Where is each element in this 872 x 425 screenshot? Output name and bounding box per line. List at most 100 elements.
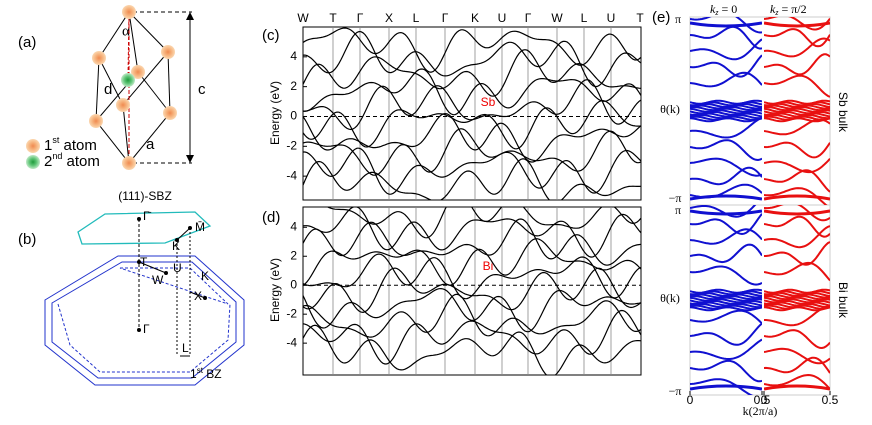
k-label: X (385, 11, 393, 25)
k-label: L (581, 11, 588, 25)
wilson-band (764, 118, 830, 136)
wilson-band (764, 53, 830, 76)
wilson-band (764, 74, 830, 98)
wilson-band (690, 157, 762, 177)
bands (303, 207, 641, 375)
wilson-band (690, 322, 762, 346)
x-tick-label: 0 (761, 393, 768, 407)
wilson-band (764, 194, 830, 201)
wilson-band (764, 373, 830, 390)
material-label: Bi bulk (836, 282, 850, 319)
point-label: Γ (143, 322, 150, 336)
x-tick-label: 0.5 (822, 393, 839, 407)
point-label: U (173, 261, 182, 275)
panel-b: (b) (111)-SBZ Γ̄ K̄ M̄ T U W K (18, 189, 245, 386)
panel-label: (c) (262, 27, 280, 44)
band (303, 309, 641, 365)
y-tick-label: 0 (290, 277, 297, 291)
point-label: M̄ (195, 220, 205, 234)
point-label: W (152, 273, 164, 287)
k-label: Γ (357, 11, 364, 25)
wilson-band (690, 243, 762, 264)
material-label: Bi (483, 259, 494, 273)
sbz-title: (111)-SBZ (118, 189, 172, 203)
band (326, 207, 641, 239)
column-title: kz = 0 (710, 2, 737, 17)
bulk-bz (44, 255, 245, 386)
point-label: K (201, 269, 209, 283)
wilson-band (764, 117, 830, 123)
k-label: W (297, 11, 309, 25)
wilson-band (764, 356, 830, 374)
material-label: Sb bulk (836, 92, 850, 133)
wilson-band (764, 205, 830, 222)
panel-label: (d) (262, 209, 280, 226)
column-title: kz = π/2 (770, 2, 807, 17)
k-label: U (607, 11, 616, 25)
wilson-band (690, 71, 762, 88)
panel-label: (b) (18, 231, 36, 248)
material-label: Sb (481, 95, 496, 109)
a-label: a (146, 136, 155, 153)
x-tick-label: 0 (687, 393, 694, 407)
point-label: T (140, 255, 148, 269)
band (303, 27, 641, 73)
wilson-band (764, 329, 830, 350)
wilson-band (764, 347, 830, 365)
wilson-band (690, 21, 762, 28)
wilson-band (690, 213, 762, 236)
c-label: c (198, 81, 206, 98)
band (303, 207, 641, 258)
wilson-band (764, 384, 830, 391)
band (303, 99, 641, 150)
y-label: −π (669, 384, 682, 398)
wilson-band (764, 158, 830, 174)
y-tick-label: 2 (290, 79, 297, 93)
atoms (26, 5, 177, 170)
k-label: Γ (525, 11, 532, 25)
wilson-band (690, 116, 762, 139)
y-axis-label: Energy (eV) (268, 81, 282, 145)
y-tick-label: -2 (286, 138, 297, 152)
panel-a: (a) α d c a 1st atom 2nd atom (18, 5, 206, 170)
plot-frame (302, 206, 642, 376)
bands (303, 27, 641, 200)
wilson-band (690, 209, 762, 216)
legend-entry: 1st atom (44, 135, 97, 154)
band (303, 68, 641, 116)
wilson-band (764, 261, 830, 282)
plot-frame (302, 26, 642, 201)
band (303, 30, 641, 88)
path-lines (138, 219, 206, 357)
wilson-bands (690, 205, 762, 395)
band (303, 79, 641, 131)
band (303, 158, 641, 200)
y-tick-label: 0 (290, 109, 297, 123)
x-tick-label: 0.5 (754, 393, 771, 407)
wilson-band (764, 37, 830, 58)
y-tick-label: 4 (290, 49, 297, 63)
band (303, 238, 641, 286)
wilson-bands (764, 205, 830, 391)
y-label: π (675, 203, 681, 217)
cell-edges (95, 11, 171, 164)
wilson-band (690, 166, 762, 186)
band (303, 128, 641, 176)
band (303, 293, 641, 338)
surface-bz (77, 211, 212, 245)
y-tick-label: 2 (290, 248, 297, 262)
k-label: K (471, 11, 479, 25)
y-tick-label: 4 (290, 219, 297, 233)
k-label: T (329, 11, 337, 25)
wilson-band (764, 17, 830, 31)
band (303, 267, 641, 314)
wilson-band (764, 209, 830, 216)
k-label: T (636, 11, 644, 25)
wilson-band (690, 309, 762, 325)
wilson-bands (690, 17, 762, 201)
plot-frame (689, 16, 831, 396)
wilson-band (690, 228, 762, 245)
band (303, 324, 641, 375)
d-line (127, 11, 130, 79)
legend-entry: 2nd atom (44, 151, 100, 170)
